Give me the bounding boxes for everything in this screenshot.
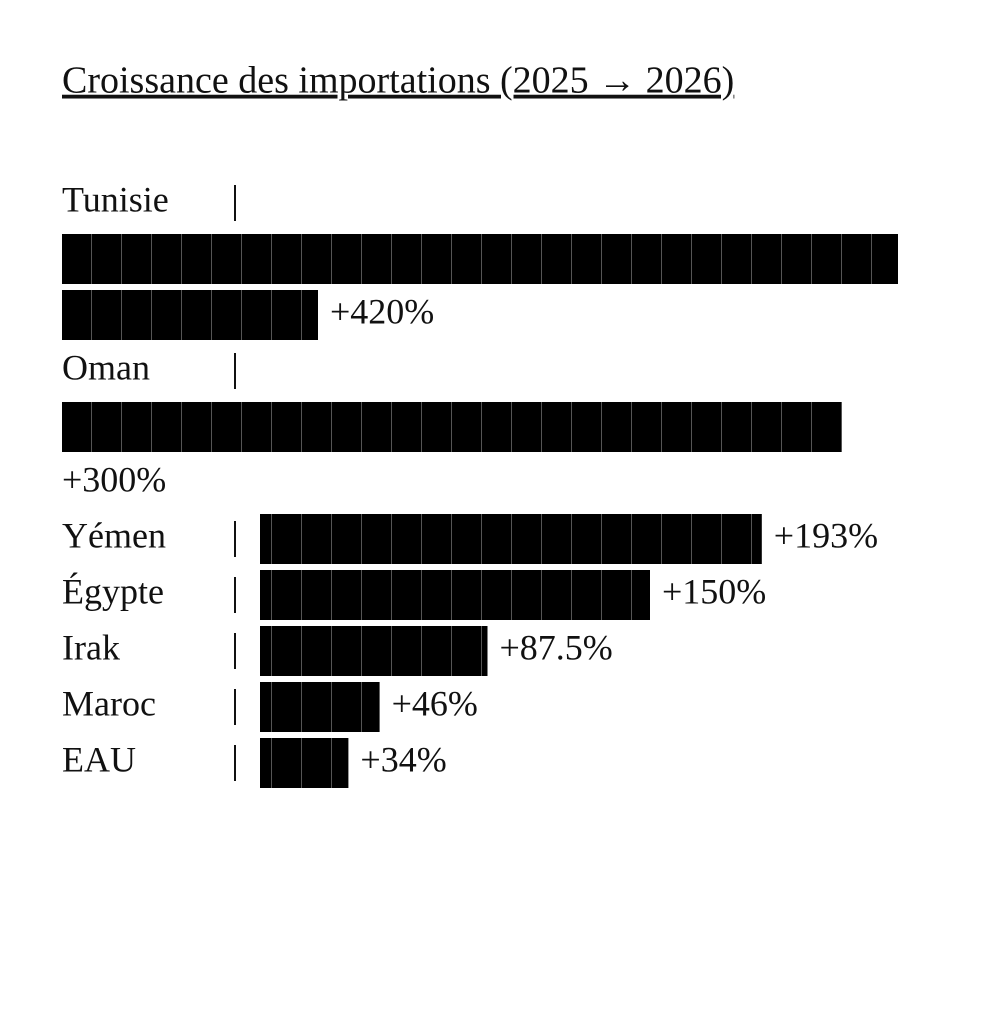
chart-title: Croissance des importations (2025 → 2026… [62, 60, 734, 102]
category-label: Égypte [62, 571, 164, 611]
value-label: +87.5% [500, 627, 613, 667]
category-label: Oman [62, 347, 150, 387]
category-label: Tunisie [62, 179, 169, 219]
bar [260, 682, 380, 732]
category-label: EAU [62, 739, 136, 779]
bar [260, 514, 762, 564]
bar [62, 234, 898, 284]
category-label: Maroc [62, 683, 156, 723]
bar [62, 402, 842, 452]
bar [260, 626, 488, 676]
value-label: +34% [360, 739, 446, 779]
value-label: +46% [392, 683, 478, 723]
category-label: Yémen [62, 515, 166, 555]
bar [62, 290, 318, 340]
bar [260, 738, 349, 788]
value-label: +193% [774, 515, 878, 555]
bar [260, 570, 650, 620]
category-label: Irak [62, 627, 120, 667]
value-label: +150% [662, 571, 766, 611]
value-label: +300% [62, 459, 166, 499]
value-label: +420% [330, 291, 434, 331]
